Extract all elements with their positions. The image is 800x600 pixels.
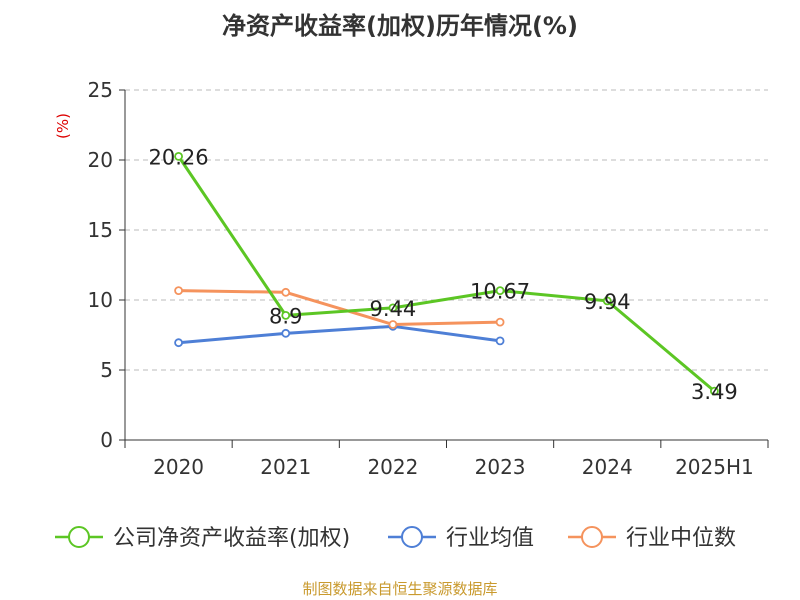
legend-swatch-marker: [68, 526, 90, 548]
y-tick-label: 20: [88, 148, 113, 172]
x-tick-label: 2024: [582, 455, 633, 479]
x-tick-label: 2023: [475, 455, 526, 479]
series-layer: [174, 151, 719, 396]
y-tick-label: 5: [100, 358, 113, 382]
x-tick-label: 2025H1: [675, 455, 754, 479]
series-line: [178, 324, 501, 345]
data-label: 10.67: [470, 280, 530, 304]
series-line: [177, 155, 716, 393]
data-point: [174, 338, 183, 348]
data-label: 9.94: [584, 290, 631, 314]
x-tick-label: 2022: [367, 455, 418, 479]
legend-label: 行业中位数: [626, 526, 736, 551]
data-point: [602, 296, 612, 306]
axis-layer: 0 5 10 15 20 25 2020 2021 2022 2023 2024 2025H1 (%): [54, 78, 769, 479]
grid-layer: [125, 89, 768, 371]
data-point: [281, 287, 291, 297]
legend-swatch-marker: [581, 526, 603, 548]
source-note: 制图数据来自恒生聚源数据库: [302, 580, 498, 598]
data-point: [281, 328, 291, 338]
data-point: [710, 386, 719, 396]
data-point: [174, 286, 183, 296]
data-point: [495, 317, 505, 327]
data-label: 3.49: [691, 380, 738, 404]
series-line: [178, 289, 501, 326]
legend-label: 公司净资产收益率(加权): [113, 526, 350, 551]
legend-item: 公司净资产收益率(加权): [55, 526, 350, 551]
legend-swatch-marker: [401, 526, 423, 548]
data-label: 8.9: [269, 304, 302, 328]
data-label: 9.44: [370, 297, 417, 321]
data-label-layer: 20.26 8.9 9.44 10.67 9.94 3.49: [149, 145, 738, 404]
data-point: [388, 303, 398, 313]
data-point: [495, 336, 505, 346]
legend: 公司净资产收益率(加权) 行业均值 行业中位数: [55, 526, 736, 551]
y-tick-label: 25: [88, 78, 113, 102]
x-tick-label: 2020: [153, 455, 204, 479]
data-point: [495, 286, 505, 296]
legend-label: 行业均值: [446, 526, 534, 551]
data-point: [281, 310, 291, 320]
y-tick-label: 15: [88, 218, 113, 242]
y-tick-label: 10: [88, 288, 113, 312]
y-tick-label: 0: [100, 428, 113, 452]
data-label: 20.26: [149, 145, 209, 169]
chart-title: 净资产收益率(加权)历年情况(%): [222, 12, 578, 40]
y-axis-label: (%): [54, 113, 72, 139]
data-point: [174, 151, 183, 161]
x-tick-label: 2021: [260, 455, 311, 479]
data-point: [388, 320, 398, 329]
legend-item: 行业中位数: [568, 526, 736, 551]
legend-item: 行业均值: [388, 526, 534, 551]
